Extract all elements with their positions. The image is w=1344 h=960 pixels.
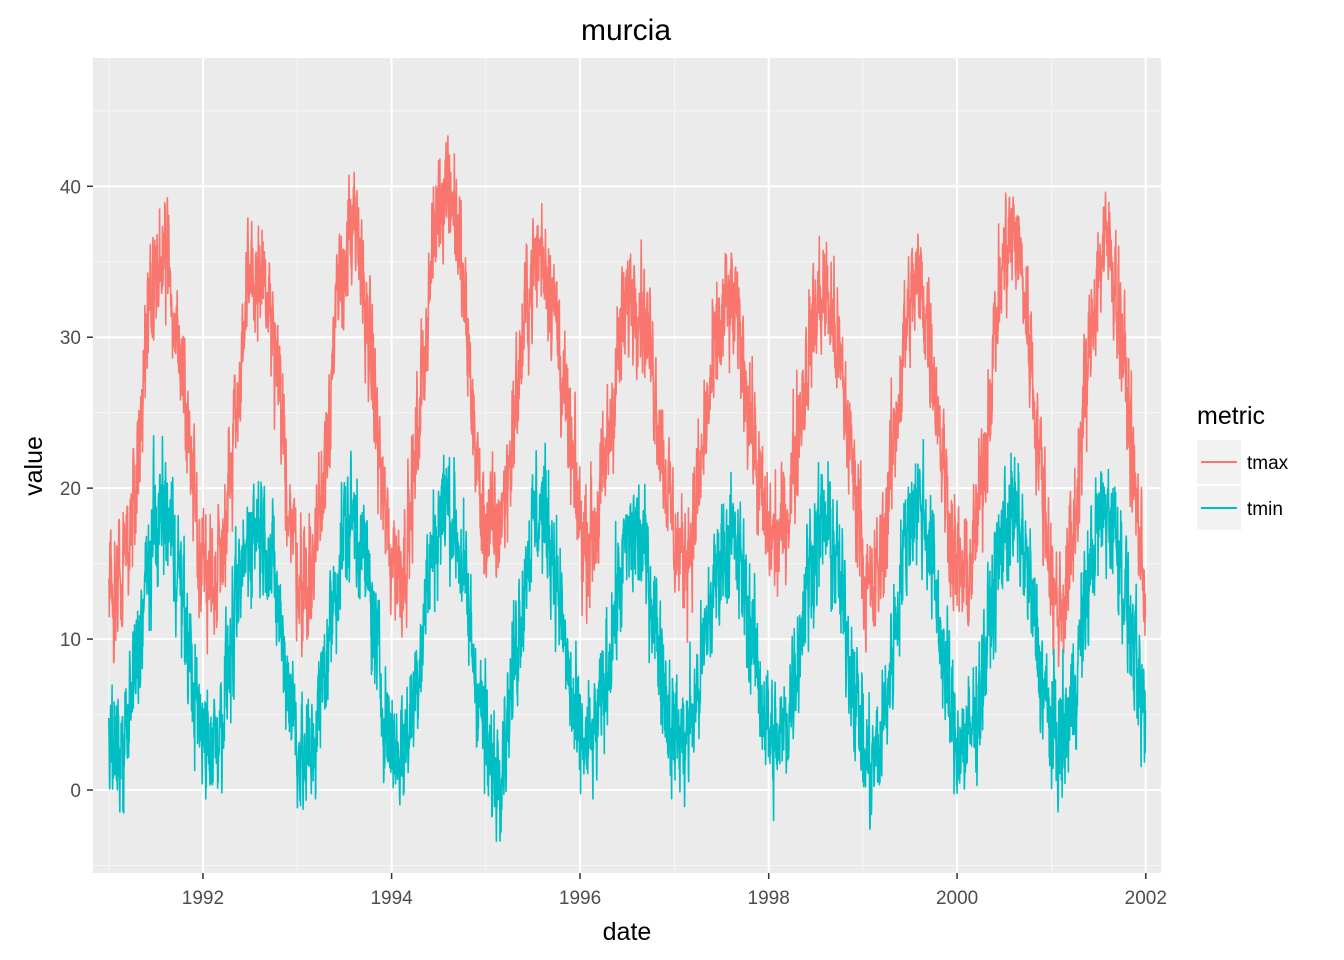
series-line-tmax: [107, 135, 1147, 668]
y-tick-label: 20: [60, 479, 81, 500]
x-tick-label: 1998: [748, 888, 790, 909]
x-axis-title: date: [603, 918, 652, 946]
y-axis-title: value: [20, 436, 48, 496]
legend: metric tmax tmin: [1197, 402, 1289, 530]
legend-label-tmin: tmin: [1247, 499, 1283, 520]
x-tick-label: 1996: [559, 888, 601, 909]
x-tick-label: 1994: [370, 888, 413, 909]
y-tick-label: 10: [60, 630, 81, 651]
plot-panel: [93, 58, 1161, 873]
y-tick-label: 30: [60, 328, 81, 349]
legend-label-tmax: tmax: [1247, 453, 1289, 474]
y-tick-label: 40: [60, 177, 81, 198]
x-tick-label: 2000: [936, 888, 978, 909]
series-layer: [107, 135, 1147, 843]
x-tick-label: 1992: [182, 888, 224, 909]
y-axis: 0 10 20 30 40: [60, 177, 93, 802]
x-tick-label: 2002: [1125, 888, 1167, 909]
chart-title: murcia: [581, 14, 671, 47]
legend-title: metric: [1197, 402, 1265, 430]
y-tick-label: 0: [70, 781, 81, 802]
x-axis: 1992 1994 1996 1998 2000 2002: [182, 873, 1167, 909]
series-line-tmin: [107, 435, 1147, 843]
